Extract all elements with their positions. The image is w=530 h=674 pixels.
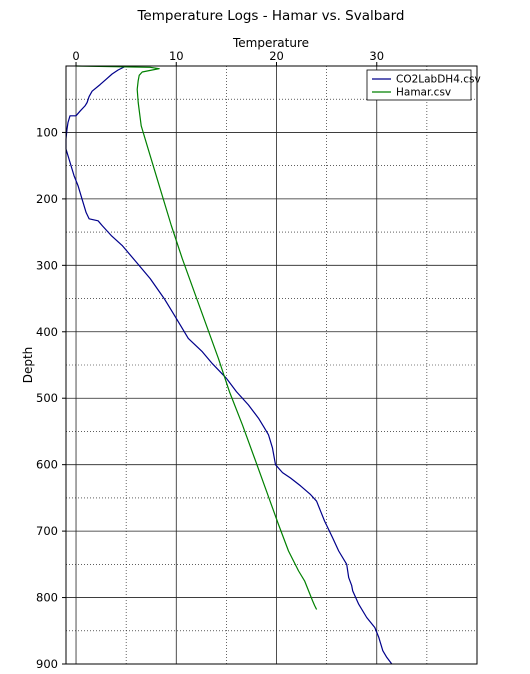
chart-title: Temperature Logs - Hamar vs. Svalbard	[136, 8, 404, 24]
x-tick-label: 10	[169, 49, 184, 63]
x-tick-label: 0	[72, 49, 79, 63]
y-tick-label: 300	[36, 258, 58, 272]
x-tick-label: 20	[269, 49, 284, 63]
series-line-hamar-csv	[75, 65, 318, 610]
y-tick-label: 100	[36, 125, 58, 139]
y-tick-label: 600	[36, 458, 58, 472]
legend-box	[366, 69, 472, 101]
y-tick-label: 700	[36, 524, 58, 538]
y-tick-label: 800	[36, 591, 58, 605]
y-tick-label: 500	[36, 391, 58, 405]
tick-layer: 0 10 20 30 100 200 300 400 500 600 700 800 900	[36, 49, 384, 671]
x-tick-label: 30	[369, 49, 384, 63]
plot-frame	[65, 65, 478, 665]
x-axis-label: Temperature	[232, 36, 309, 50]
y-tick-label: 400	[36, 325, 58, 339]
y-tick-label: 900	[36, 657, 58, 671]
series-line-co2labdh4-csv	[65, 65, 393, 665]
y-tick-label: 200	[36, 192, 58, 206]
series-layer	[65, 65, 393, 665]
grid-layer	[66, 66, 477, 665]
legend-label: Hamar.csv	[396, 87, 451, 99]
legend-label: CO2LabDH4.csv	[396, 74, 481, 86]
y-axis-label: Depth	[21, 347, 35, 384]
